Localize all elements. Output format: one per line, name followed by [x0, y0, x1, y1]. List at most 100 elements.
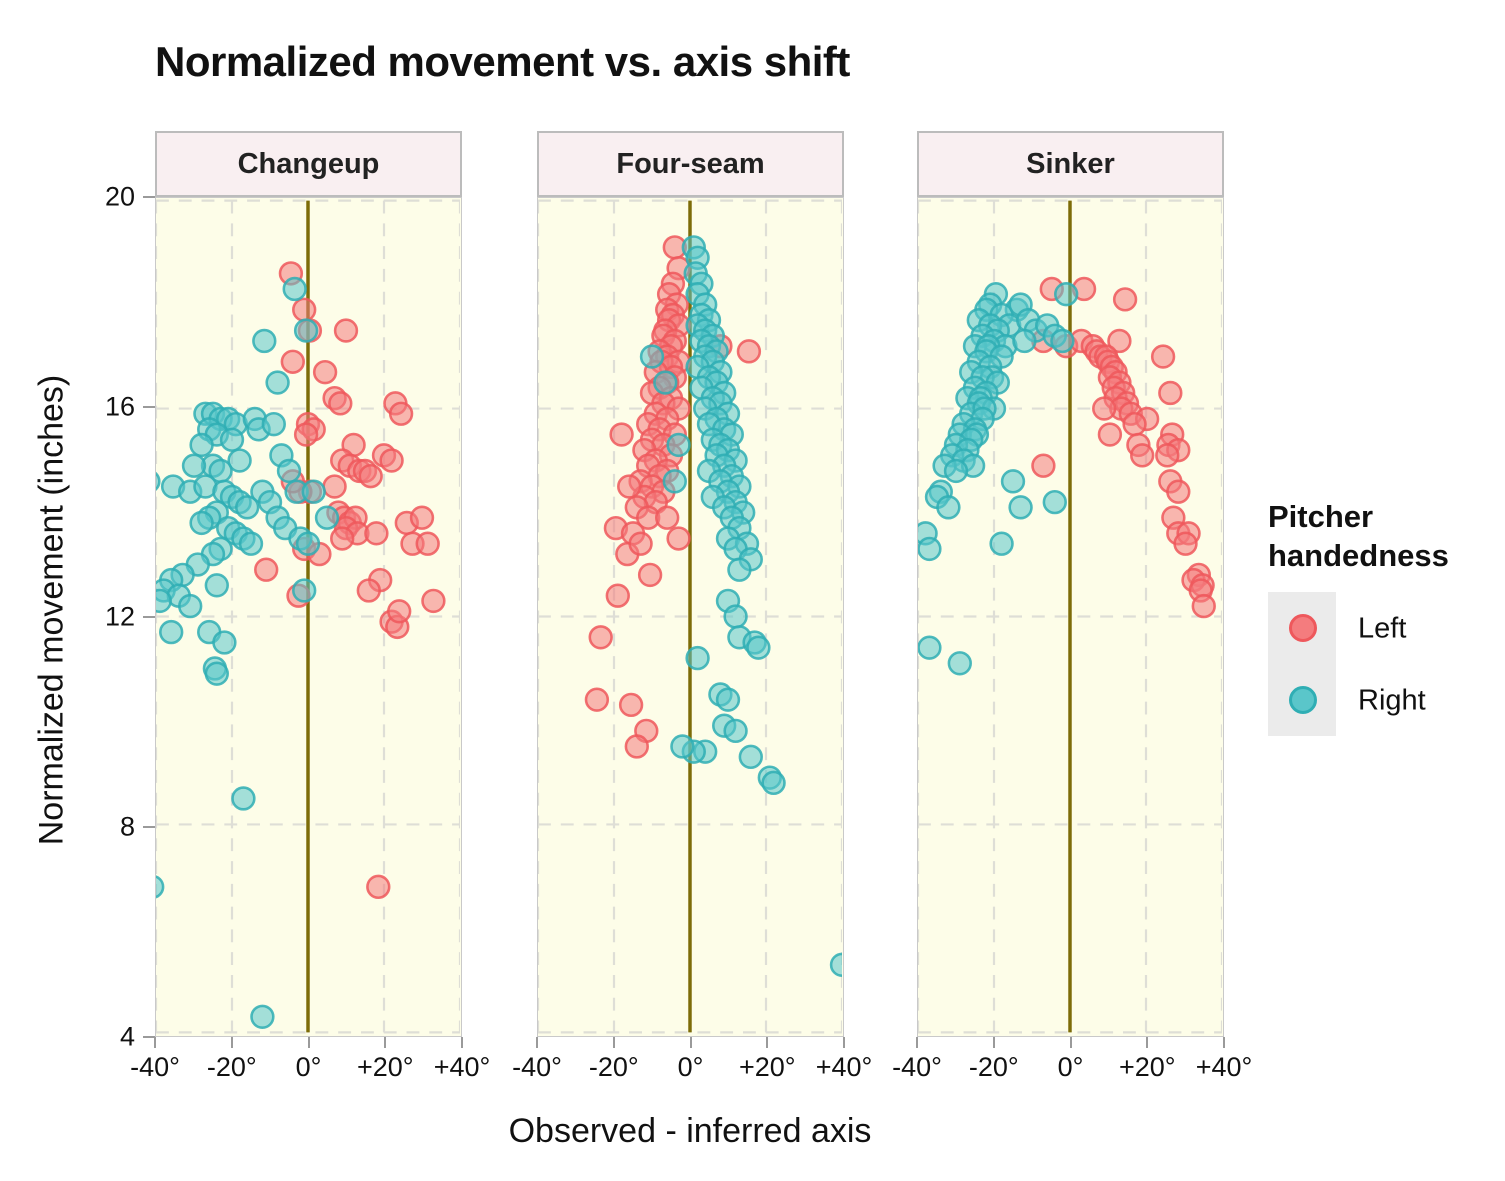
data-point — [1150, 344, 1176, 369]
data-point — [1092, 396, 1117, 421]
data-point — [738, 744, 763, 770]
facet-header-changeup: Changeup — [155, 131, 462, 197]
data-point — [1031, 453, 1056, 478]
data-point — [918, 536, 942, 562]
data-point — [379, 448, 404, 473]
data-point — [1042, 489, 1067, 515]
data-point — [204, 661, 229, 686]
data-point — [415, 531, 440, 556]
data-point — [618, 692, 644, 718]
x-tick-mark — [230, 1037, 233, 1048]
x-tick-mark — [1146, 1037, 1149, 1048]
data-point — [943, 458, 969, 484]
data-point — [227, 448, 252, 473]
data-point — [409, 505, 435, 530]
data-point — [312, 359, 338, 385]
x-tick-label: 0° — [295, 1052, 322, 1082]
x-tick-mark — [689, 1037, 692, 1048]
data-point — [388, 401, 414, 426]
y-tick-label: 12 — [104, 601, 135, 632]
x-tick-mark — [612, 1037, 615, 1048]
y-tick-mark — [143, 196, 155, 198]
x-tick-mark — [766, 1037, 769, 1048]
data-point — [829, 952, 842, 977]
data-point — [1112, 287, 1138, 312]
data-point — [727, 557, 752, 582]
data-point — [588, 625, 613, 650]
data-point — [295, 531, 321, 556]
data-point — [366, 874, 391, 900]
x-tick-mark — [384, 1037, 387, 1048]
data-point — [936, 495, 961, 520]
data-point — [1054, 282, 1079, 307]
data-point — [156, 875, 165, 899]
y-tick-mark — [143, 1036, 155, 1038]
x-tick-label: +20° — [356, 1052, 414, 1082]
chart-title: Normalized movement vs. axis shift — [155, 38, 850, 85]
data-point — [387, 599, 412, 624]
plot-panel-3 — [917, 197, 1224, 1037]
data-point — [624, 734, 649, 759]
data-point — [1158, 380, 1183, 406]
x-tick-mark — [1069, 1037, 1072, 1048]
data-point — [1173, 531, 1198, 556]
data-point — [715, 687, 741, 712]
data-point — [265, 370, 290, 395]
data-point — [655, 505, 680, 530]
x-tick-mark — [1223, 1037, 1225, 1048]
y-tick-mark — [143, 406, 155, 408]
data-point — [723, 604, 748, 629]
data-point — [605, 583, 630, 608]
data-point — [1107, 328, 1132, 354]
data-point — [1097, 422, 1123, 447]
data-point — [1122, 411, 1147, 437]
data-point — [639, 344, 665, 369]
legend-title: Pitcher handedness — [1268, 499, 1449, 573]
points-right — [639, 235, 842, 977]
data-point — [261, 411, 286, 437]
data-point — [989, 531, 1014, 556]
data-point — [301, 479, 326, 504]
data-point — [609, 422, 634, 447]
data-point — [358, 463, 383, 489]
data-point — [653, 370, 678, 395]
data-point — [356, 578, 381, 603]
y-tick-label: 8 — [119, 811, 135, 842]
data-point — [181, 453, 207, 478]
points-right — [918, 282, 1079, 676]
data-point — [746, 635, 771, 660]
y-tick-mark — [143, 826, 155, 828]
data-point — [189, 432, 214, 458]
x-tick-label: 0° — [1057, 1052, 1084, 1082]
data-point — [666, 432, 691, 458]
y-tick-label: 16 — [104, 391, 135, 422]
data-point — [685, 645, 710, 671]
x-tick-label: -40° — [892, 1052, 942, 1082]
data-point — [235, 495, 260, 520]
x-tick-label: -20° — [968, 1052, 1019, 1082]
facet-header-sinker: Sinker — [917, 131, 1224, 197]
x-tick-mark — [843, 1037, 845, 1048]
data-point — [204, 573, 229, 598]
points-right — [156, 276, 340, 1029]
data-point — [159, 619, 184, 645]
x-tick-mark — [307, 1037, 310, 1048]
data-point — [238, 531, 264, 556]
x-tick-mark — [154, 1037, 156, 1048]
data-point — [617, 474, 642, 499]
x-tick-label: +40° — [1195, 1052, 1253, 1082]
data-point — [212, 630, 237, 655]
data-point — [178, 593, 203, 619]
data-point — [282, 276, 307, 302]
data-point — [252, 328, 277, 354]
data-point — [1191, 593, 1216, 619]
data-point — [628, 531, 653, 556]
data-point — [322, 474, 347, 499]
data-point — [254, 557, 279, 582]
x-tick-label: +40° — [815, 1052, 873, 1082]
data-point — [666, 526, 691, 551]
x-tick-label: -40° — [130, 1052, 180, 1082]
data-point — [328, 391, 353, 416]
y-tick-label: 4 — [119, 1021, 135, 1052]
legend-swatch-right — [1289, 686, 1317, 714]
